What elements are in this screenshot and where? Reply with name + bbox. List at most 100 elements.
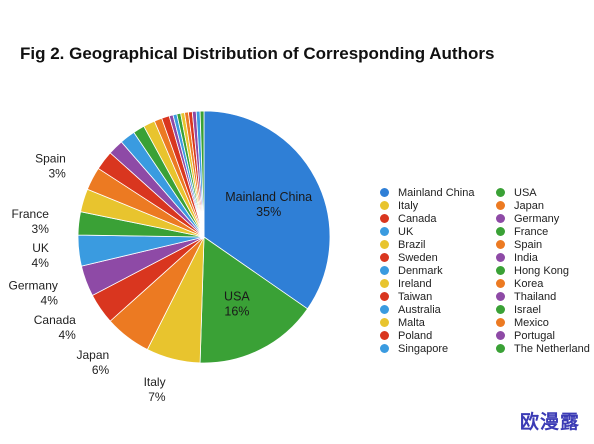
chart-title: Fig 2. Geographical Distribution of Corr… <box>20 44 495 63</box>
legend-swatch <box>496 305 505 314</box>
legend-label: Israel <box>514 303 541 316</box>
legend-swatch <box>496 188 505 197</box>
legend-item-australia: Australia <box>380 303 496 316</box>
legend-label: Brazil <box>398 238 426 251</box>
slice-label-uk: UK <box>32 241 49 255</box>
legend-item-israel: Israel <box>496 303 594 316</box>
legend-swatch <box>496 266 505 275</box>
pie-slice-the-netherland <box>199 110 205 238</box>
legend-swatch <box>496 292 505 301</box>
slice-percent-mainland-china: 35% <box>256 205 281 219</box>
legend-item-taiwan: Taiwan <box>380 290 496 303</box>
legend-label: Hong Kong <box>514 264 570 277</box>
legend-swatch <box>496 214 505 223</box>
legend-item-poland: Poland <box>380 329 496 342</box>
legend-item-thailand: Thailand <box>496 290 594 303</box>
legend-label: Thailand <box>514 290 557 303</box>
legend-swatch <box>496 331 505 340</box>
legend-label: France <box>514 225 549 238</box>
legend-item-singapore: Singapore <box>380 342 496 355</box>
legend-label: Poland <box>398 329 433 342</box>
pie-slice-usa <box>199 236 309 364</box>
slice-percent-japan: 6% <box>92 363 110 377</box>
legend-item-spain: Spain <box>496 238 594 251</box>
slice-percent-canada: 4% <box>58 328 76 342</box>
legend-swatch <box>380 279 389 288</box>
slice-label-japan: Japan <box>76 348 109 362</box>
legend-label: Sweden <box>398 251 438 264</box>
legend-label: Italy <box>398 199 419 212</box>
legend-label: Denmark <box>398 264 443 277</box>
legend-item-korea: Korea <box>496 277 594 290</box>
slice-percent-usa: 16% <box>224 304 249 318</box>
legend-item-usa: USA <box>496 186 594 199</box>
slice-label-canada: Canada <box>34 313 76 327</box>
legend-item-mainland-china: Mainland China <box>380 186 496 199</box>
legend-label: Malta <box>398 316 425 329</box>
legend-item-brazil: Brazil <box>380 238 496 251</box>
slice-percent-germany: 4% <box>41 294 59 308</box>
slice-label-italy: Italy <box>144 375 166 389</box>
legend-swatch <box>496 253 505 262</box>
legend-swatch <box>380 266 389 275</box>
legend-swatch <box>380 318 389 327</box>
legend-label: Taiwan <box>398 290 433 303</box>
pie-slice-mainland-china <box>203 110 331 310</box>
legend-label: Japan <box>514 199 544 212</box>
legend-swatch <box>380 305 389 314</box>
slice-label-usa: USA <box>224 289 250 303</box>
legend-label: Mainland China <box>398 186 475 199</box>
legend-swatch <box>380 240 389 249</box>
legend-item-ireland: Ireland <box>380 277 496 290</box>
legend-item-japan: Japan <box>496 199 594 212</box>
slice-label-mainland-china: Mainland China <box>225 190 312 204</box>
legend-item-the-netherland: The Netherland <box>496 342 594 355</box>
legend-item-india: India <box>496 251 594 264</box>
legend-swatch <box>496 227 505 236</box>
legend-item-mexico: Mexico <box>496 316 594 329</box>
legend-swatch <box>380 201 389 210</box>
legend-label: Spain <box>514 238 543 251</box>
legend-label: UK <box>398 225 414 238</box>
legend-label: Australia <box>398 303 441 316</box>
legend-label: Germany <box>514 212 560 225</box>
legend-label: India <box>514 251 538 264</box>
slice-percent-uk: 4% <box>32 256 50 270</box>
legend-swatch <box>380 331 389 340</box>
legend-label: Mexico <box>514 316 549 329</box>
slice-label-spain: Spain <box>35 152 66 166</box>
legend-swatch <box>496 344 505 353</box>
slice-percent-france: 3% <box>32 222 50 236</box>
legend-item-portugal: Portugal <box>496 329 594 342</box>
legend-swatch <box>380 253 389 262</box>
legend-label: Ireland <box>398 277 432 290</box>
legend-label: Canada <box>398 212 437 225</box>
legend-item-canada: Canada <box>380 212 496 225</box>
legend-item-sweden: Sweden <box>380 251 496 264</box>
legend-item-denmark: Denmark <box>380 264 496 277</box>
legend-swatch <box>380 344 389 353</box>
legend-swatch <box>380 214 389 223</box>
slice-label-france: France <box>12 207 50 221</box>
legend-label: Portugal <box>514 329 555 342</box>
chart-legend: Mainland China USA Italy Japan Canada Germany… <box>380 186 594 355</box>
legend-item-italy: Italy <box>380 199 496 212</box>
legend-swatch <box>496 240 505 249</box>
legend-label: Singapore <box>398 342 449 355</box>
legend-item-france: France <box>496 225 594 238</box>
watermark: 欧漫露 <box>519 412 580 433</box>
legend-swatch <box>496 318 505 327</box>
legend-swatch <box>496 201 505 210</box>
legend-label: USA <box>514 186 537 199</box>
legend-swatch <box>380 188 389 197</box>
legend-item-malta: Malta <box>380 316 496 329</box>
slice-percent-spain: 3% <box>48 167 66 181</box>
legend-item-hong-kong: Hong Kong <box>496 264 594 277</box>
legend-item-germany: Germany <box>496 212 594 225</box>
legend-label: The Netherland <box>514 342 590 355</box>
legend-swatch <box>380 227 389 236</box>
legend-item-uk: UK <box>380 225 496 238</box>
slice-percent-italy: 7% <box>148 390 166 404</box>
legend-label: Korea <box>514 277 544 290</box>
